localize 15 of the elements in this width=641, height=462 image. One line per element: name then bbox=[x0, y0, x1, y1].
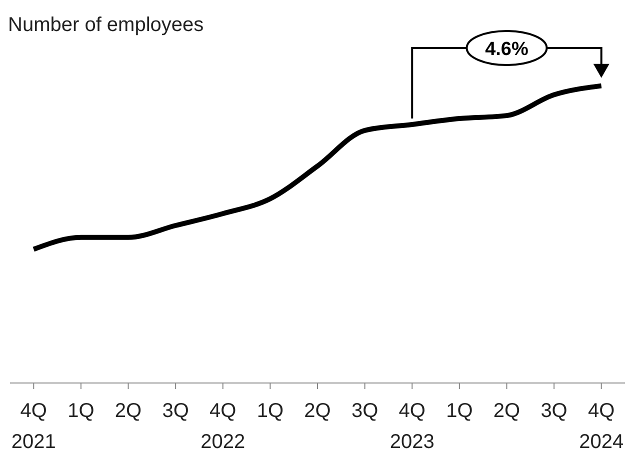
x-tick-label: 2Q bbox=[114, 400, 142, 422]
x-tick-label: 4Q 2022 bbox=[200, 400, 246, 453]
x-tick-label: 4Q 2021 bbox=[11, 400, 56, 453]
x-tick-label: 4Q 2024 bbox=[579, 400, 624, 453]
x-tick-label: 4Q 2023 bbox=[390, 400, 434, 453]
x-tick-label: 3Q bbox=[540, 400, 568, 422]
x-tick-label: 1Q bbox=[68, 400, 94, 422]
x-tick-label: 3Q bbox=[162, 400, 189, 422]
x-tick-label: 2Q bbox=[304, 400, 331, 422]
x-tick-label: 1Q bbox=[256, 400, 284, 422]
x-tick-label: 2Q bbox=[493, 400, 520, 422]
x-tick-label: 3Q bbox=[351, 400, 378, 422]
chart-title: Number of employees bbox=[8, 14, 204, 37]
text: 4.6% bbox=[485, 39, 528, 60]
x-tick-label: 1Q bbox=[446, 400, 473, 422]
